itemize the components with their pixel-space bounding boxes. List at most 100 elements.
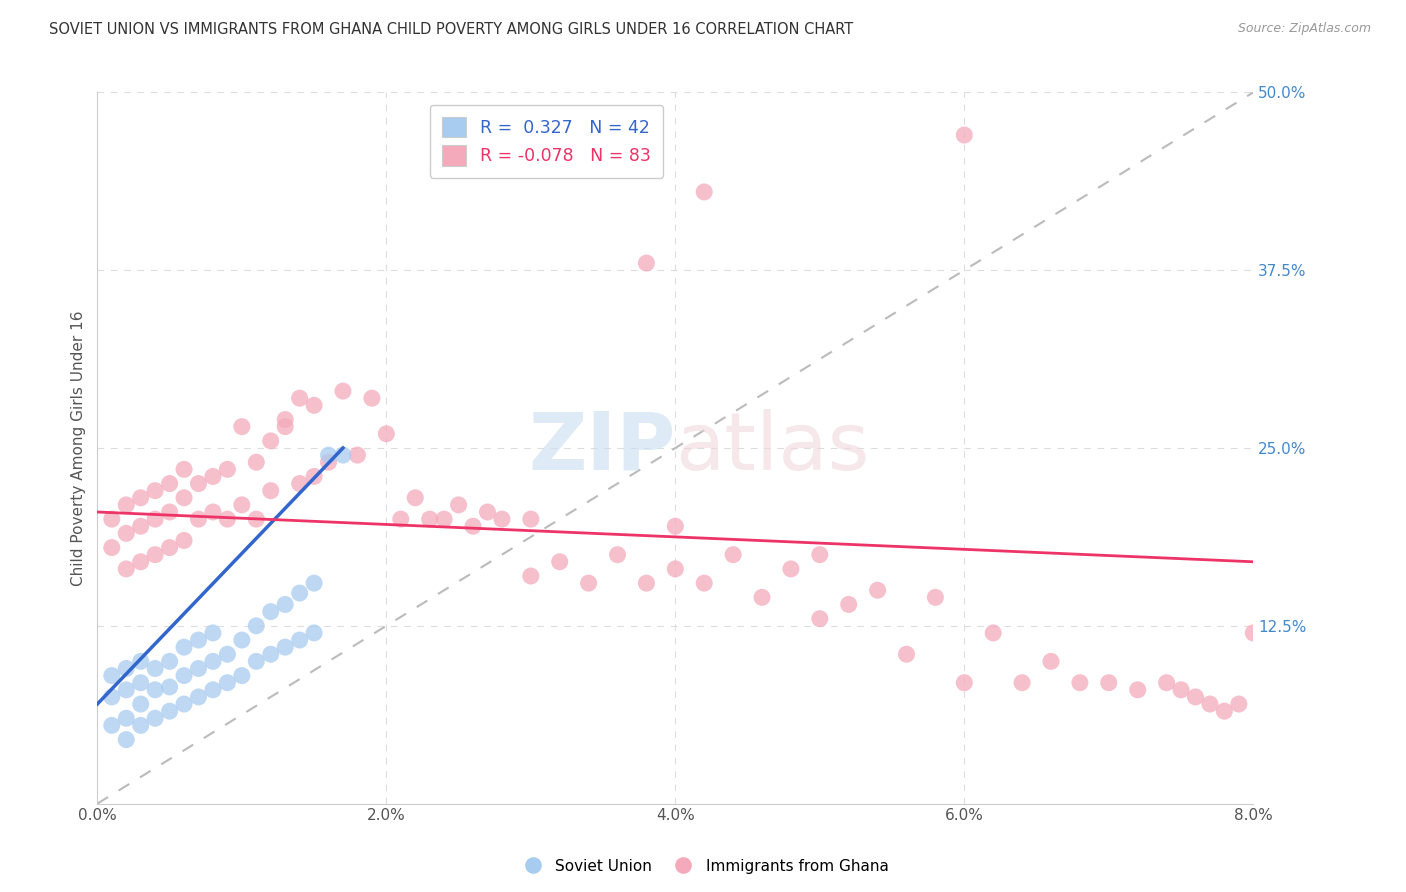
Point xyxy=(187,690,209,704)
Point xyxy=(302,626,325,640)
Point xyxy=(360,391,382,405)
Point xyxy=(1040,654,1063,668)
Point xyxy=(159,680,181,694)
Point xyxy=(1170,682,1192,697)
Point xyxy=(143,711,166,725)
Point xyxy=(548,555,571,569)
Point xyxy=(447,498,470,512)
Point xyxy=(201,682,224,697)
Point xyxy=(302,398,325,412)
Point xyxy=(433,512,456,526)
Point xyxy=(318,455,340,469)
Point xyxy=(245,455,267,469)
Point xyxy=(217,675,239,690)
Point xyxy=(838,598,860,612)
Point xyxy=(173,462,195,476)
Point xyxy=(953,675,976,690)
Point xyxy=(231,633,253,648)
Point xyxy=(101,512,124,526)
Point xyxy=(231,419,253,434)
Point xyxy=(115,526,138,541)
Point xyxy=(288,391,311,405)
Point xyxy=(693,185,716,199)
Point xyxy=(143,661,166,675)
Point xyxy=(217,462,239,476)
Point xyxy=(143,483,166,498)
Point xyxy=(808,612,831,626)
Point xyxy=(201,505,224,519)
Point xyxy=(173,668,195,682)
Point xyxy=(260,483,283,498)
Point xyxy=(217,512,239,526)
Point xyxy=(231,498,253,512)
Point xyxy=(101,668,124,682)
Point xyxy=(129,654,152,668)
Point xyxy=(389,512,412,526)
Point xyxy=(375,426,398,441)
Legend: R =  0.327   N = 42, R = -0.078   N = 83: R = 0.327 N = 42, R = -0.078 N = 83 xyxy=(430,104,664,178)
Point xyxy=(274,640,297,654)
Point xyxy=(201,654,224,668)
Point xyxy=(274,412,297,426)
Point xyxy=(924,591,946,605)
Point xyxy=(981,626,1004,640)
Point xyxy=(896,647,918,661)
Point xyxy=(115,562,138,576)
Y-axis label: Child Poverty Among Girls Under 16: Child Poverty Among Girls Under 16 xyxy=(72,310,86,586)
Point xyxy=(477,505,499,519)
Point xyxy=(866,583,889,598)
Point xyxy=(693,576,716,591)
Point xyxy=(1069,675,1091,690)
Point xyxy=(101,541,124,555)
Point xyxy=(808,548,831,562)
Point xyxy=(231,668,253,682)
Point xyxy=(115,498,138,512)
Point xyxy=(173,491,195,505)
Point xyxy=(129,675,152,690)
Point xyxy=(187,661,209,675)
Point xyxy=(159,654,181,668)
Text: Source: ZipAtlas.com: Source: ZipAtlas.com xyxy=(1237,22,1371,36)
Point xyxy=(173,640,195,654)
Point xyxy=(288,633,311,648)
Point xyxy=(115,732,138,747)
Point xyxy=(217,647,239,661)
Point xyxy=(129,519,152,533)
Point xyxy=(274,419,297,434)
Point xyxy=(129,697,152,711)
Point xyxy=(1199,697,1222,711)
Point xyxy=(288,476,311,491)
Point xyxy=(664,562,686,576)
Point xyxy=(520,569,543,583)
Point xyxy=(302,576,325,591)
Point xyxy=(173,533,195,548)
Legend: Soviet Union, Immigrants from Ghana: Soviet Union, Immigrants from Ghana xyxy=(512,853,894,880)
Point xyxy=(780,562,803,576)
Point xyxy=(115,682,138,697)
Point xyxy=(419,512,441,526)
Point xyxy=(332,384,354,398)
Point xyxy=(187,476,209,491)
Point xyxy=(159,505,181,519)
Point xyxy=(260,605,283,619)
Point xyxy=(1213,704,1236,718)
Point xyxy=(1098,675,1121,690)
Point xyxy=(461,519,484,533)
Point xyxy=(143,512,166,526)
Point xyxy=(721,548,744,562)
Point xyxy=(245,619,267,633)
Point xyxy=(129,718,152,732)
Point xyxy=(318,448,340,462)
Point xyxy=(201,626,224,640)
Point xyxy=(404,491,426,505)
Point xyxy=(332,448,354,462)
Point xyxy=(159,476,181,491)
Point xyxy=(1227,697,1250,711)
Point xyxy=(1126,682,1149,697)
Point xyxy=(143,682,166,697)
Point xyxy=(159,704,181,718)
Point xyxy=(288,586,311,600)
Point xyxy=(101,718,124,732)
Point xyxy=(274,598,297,612)
Point xyxy=(606,548,628,562)
